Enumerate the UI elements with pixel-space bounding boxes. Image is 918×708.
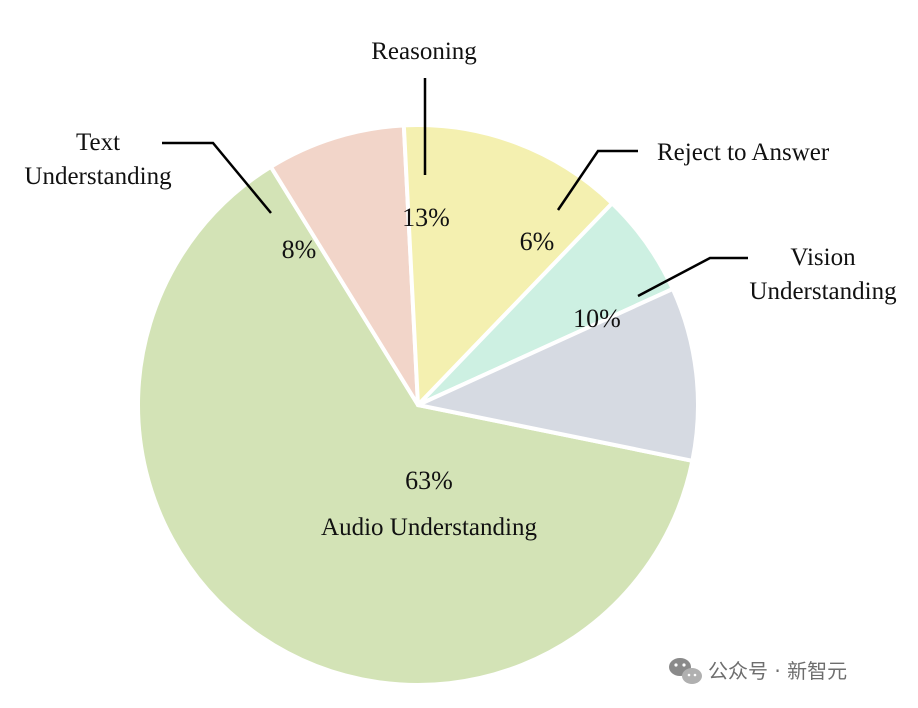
category-label-vision-line2: Understanding <box>749 278 897 305</box>
pct-label-reject: 6% <box>520 227 555 256</box>
category-label-text-line1: Text <box>76 129 120 156</box>
category-label-vision-line1: Vision <box>790 244 856 271</box>
pie-slice-vision <box>416 286 700 463</box>
leader-lines <box>162 78 748 298</box>
pct-label-audio: 63% <box>405 466 453 495</box>
wechat-icon <box>669 658 702 684</box>
category-label-audio: Audio Understanding <box>321 514 537 541</box>
leader-line-text <box>162 141 272 214</box>
pie-slice-audio <box>136 164 695 687</box>
category-label-reject: Reject to Answer <box>657 139 830 166</box>
pct-label-reasoning: 13% <box>402 203 450 232</box>
category-label-text-line2: Understanding <box>24 163 172 190</box>
leader-line-vision <box>637 256 748 298</box>
leader-line-reject <box>556 149 638 211</box>
pie-slice-text <box>268 123 420 407</box>
watermark: 公众号 · 新智元 <box>669 658 847 684</box>
category-label-reasoning: Reasoning <box>371 38 477 65</box>
watermark-text: 公众号 · 新智元 <box>708 659 847 683</box>
pie-slices <box>136 123 700 687</box>
pct-label-vision: 10% <box>573 304 621 333</box>
pct-label-text: 8% <box>282 235 317 264</box>
